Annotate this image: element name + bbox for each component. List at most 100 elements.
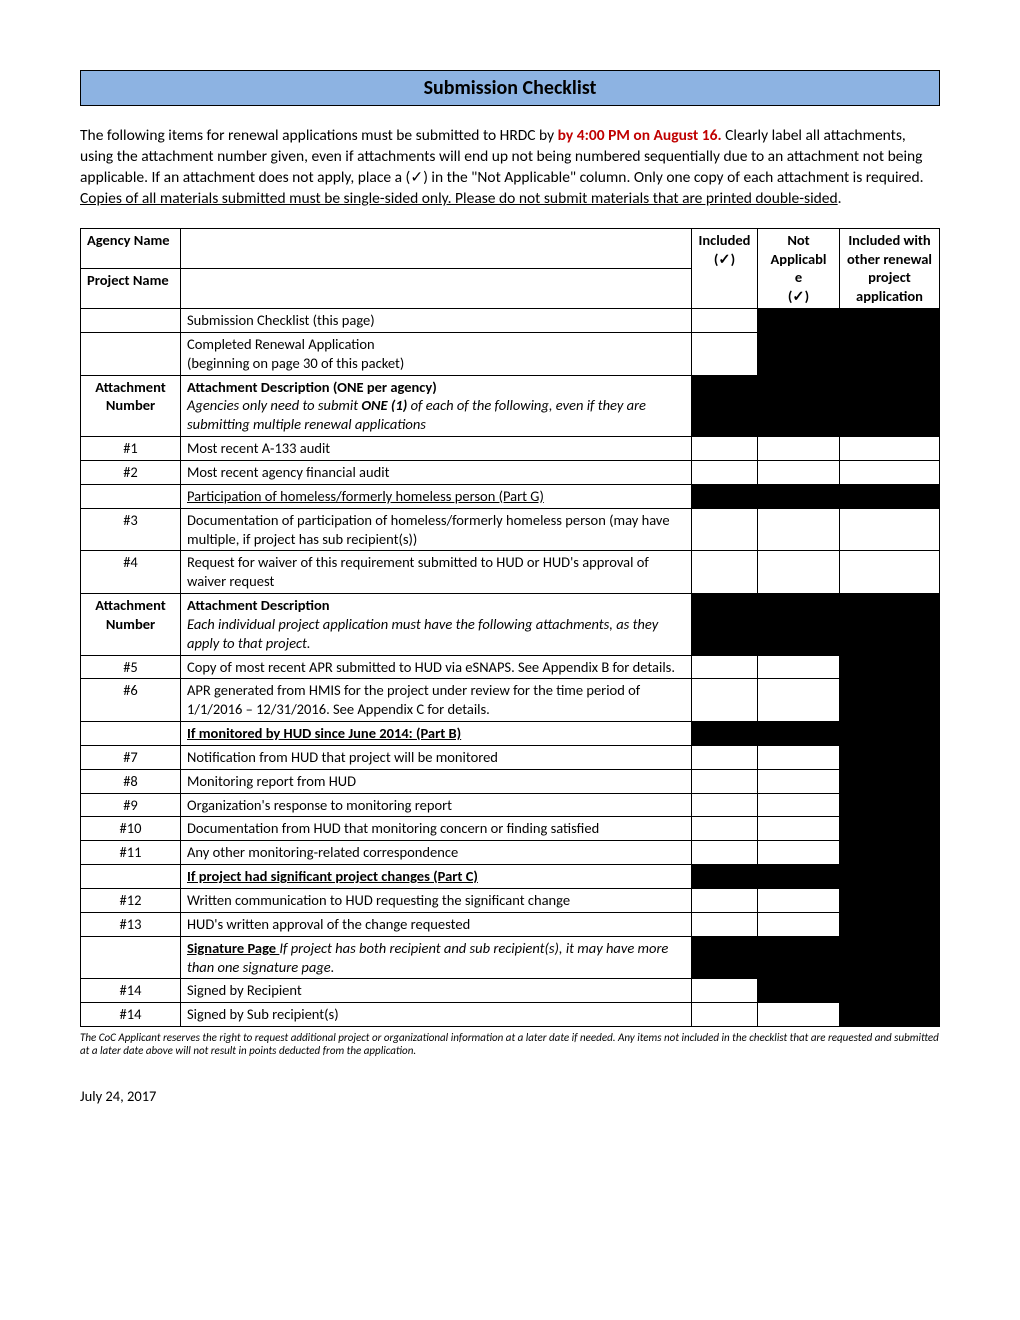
attachment-number: #3: [81, 508, 181, 551]
check-na[interactable]: [758, 817, 840, 841]
check-included[interactable]: [692, 655, 758, 679]
check-included[interactable]: [692, 817, 758, 841]
cell-blackout: [692, 936, 758, 979]
cell-blackout: [692, 722, 758, 746]
check-included[interactable]: [692, 508, 758, 551]
check-na[interactable]: [758, 437, 840, 461]
check-included[interactable]: [692, 309, 758, 333]
check-included[interactable]: [692, 551, 758, 594]
table-row: #14 Signed by Sub recipient(s): [81, 1003, 940, 1027]
check-included[interactable]: [692, 679, 758, 722]
attachment-number: #1: [81, 437, 181, 461]
check-other[interactable]: [840, 437, 940, 461]
subsection-label: If monitored by HUD since June 2014: (Pa…: [181, 722, 692, 746]
attachment-desc: Most recent agency financial audit: [181, 460, 692, 484]
check-included[interactable]: [692, 793, 758, 817]
cell-blackout: [692, 375, 758, 437]
attachment-number: #8: [81, 769, 181, 793]
cell-blackout: [840, 841, 940, 865]
desc-completed-renewal-app: Completed Renewal Application (beginning…: [181, 332, 692, 375]
cell-blackout: [840, 769, 940, 793]
cell-blackout: [692, 484, 758, 508]
check-na[interactable]: [758, 745, 840, 769]
table-row: #6 APR generated from HMIS for the proje…: [81, 679, 940, 722]
check-na[interactable]: [758, 655, 840, 679]
cell-blackout: [840, 817, 940, 841]
subsection-signature-page: Signature Page If project has both recip…: [81, 936, 940, 979]
attachment-number: #2: [81, 460, 181, 484]
cell-blackout: [840, 912, 940, 936]
input-agency-name[interactable]: [181, 228, 692, 268]
cell-blackout: [840, 722, 940, 746]
cell-blackout: [758, 332, 840, 375]
attachment-desc: APR generated from HMIS for the project …: [181, 679, 692, 722]
cell-blackout: [840, 309, 940, 333]
attachment-number: #14: [81, 1003, 181, 1027]
label-attachment-description: Attachment Description Each individual p…: [181, 594, 692, 656]
attachment-desc: Copy of most recent APR submitted to HUD…: [181, 655, 692, 679]
check-na[interactable]: [758, 889, 840, 913]
check-na[interactable]: [758, 841, 840, 865]
table-row: #4 Request for waiver of this requiremen…: [81, 551, 940, 594]
check-other[interactable]: [840, 460, 940, 484]
text: ONE (1): [361, 396, 407, 414]
check-other[interactable]: [840, 551, 940, 594]
subsection-label: Participation of homeless/formerly homel…: [181, 484, 692, 508]
attachment-number: #12: [81, 889, 181, 913]
cell-blackout: [840, 332, 940, 375]
table-row: #13 HUD's written approval of the change…: [81, 912, 940, 936]
check-na[interactable]: [758, 508, 840, 551]
check-included[interactable]: [692, 841, 758, 865]
cell-blackout: [840, 936, 940, 979]
attachment-desc: Documentation of participation of homele…: [181, 508, 692, 551]
table-row: #9 Organization's response to monitoring…: [81, 793, 940, 817]
check-na[interactable]: [758, 793, 840, 817]
check-included[interactable]: [692, 745, 758, 769]
col-header-included: Included (✓): [692, 228, 758, 308]
check-included[interactable]: [692, 332, 758, 375]
check-included[interactable]: [692, 912, 758, 936]
table-row: Completed Renewal Application (beginning…: [81, 332, 940, 375]
check-included[interactable]: [692, 460, 758, 484]
check-na[interactable]: [758, 912, 840, 936]
attachment-desc: Request for waiver of this requirement s…: [181, 551, 692, 594]
cell-blackout: [758, 484, 840, 508]
cell-blackout: [758, 979, 840, 1003]
attachment-number: #5: [81, 655, 181, 679]
check-na[interactable]: [758, 460, 840, 484]
check-included[interactable]: [692, 979, 758, 1003]
subsection-label: If project had significant project chang…: [181, 865, 692, 889]
check-other[interactable]: [840, 508, 940, 551]
label-attachment-number: Attachment Number: [81, 375, 181, 437]
check-na[interactable]: [758, 679, 840, 722]
cell-blackout: [840, 679, 940, 722]
check-na[interactable]: [758, 551, 840, 594]
cell-blackout: [840, 1003, 940, 1027]
check-na[interactable]: [758, 769, 840, 793]
check-included[interactable]: [692, 889, 758, 913]
attachment-desc: Signed by Sub recipient(s): [181, 1003, 692, 1027]
check-na[interactable]: [758, 1003, 840, 1027]
cell-blackout: [758, 309, 840, 333]
text: Agencies only need to submit ONE (1) of …: [187, 396, 646, 433]
cell-blackout: [758, 865, 840, 889]
cell-blackout: [692, 594, 758, 656]
attachment-number: #6: [81, 679, 181, 722]
check-included[interactable]: [692, 437, 758, 461]
table-row: #7 Notification from HUD that project wi…: [81, 745, 940, 769]
cell-blackout: [840, 484, 940, 508]
input-project-name[interactable]: [181, 268, 692, 308]
page-title: Submission Checklist: [80, 70, 940, 106]
col-header-included-other: Included with other renewal project appl…: [840, 228, 940, 308]
table-row: #12 Written communication to HUD request…: [81, 889, 940, 913]
check-included[interactable]: [692, 769, 758, 793]
cell-blackout: [840, 745, 940, 769]
na-line1: Not Applicabl: [771, 231, 827, 268]
na-line3: (✓): [788, 287, 809, 305]
table-row: #5 Copy of most recent APR submitted to …: [81, 655, 940, 679]
cell-blackout: [840, 655, 940, 679]
cell-blackout: [840, 865, 940, 889]
intro-paragraph: The following items for renewal applicat…: [80, 126, 940, 210]
check-included[interactable]: [692, 1003, 758, 1027]
attachment-number: #14: [81, 979, 181, 1003]
